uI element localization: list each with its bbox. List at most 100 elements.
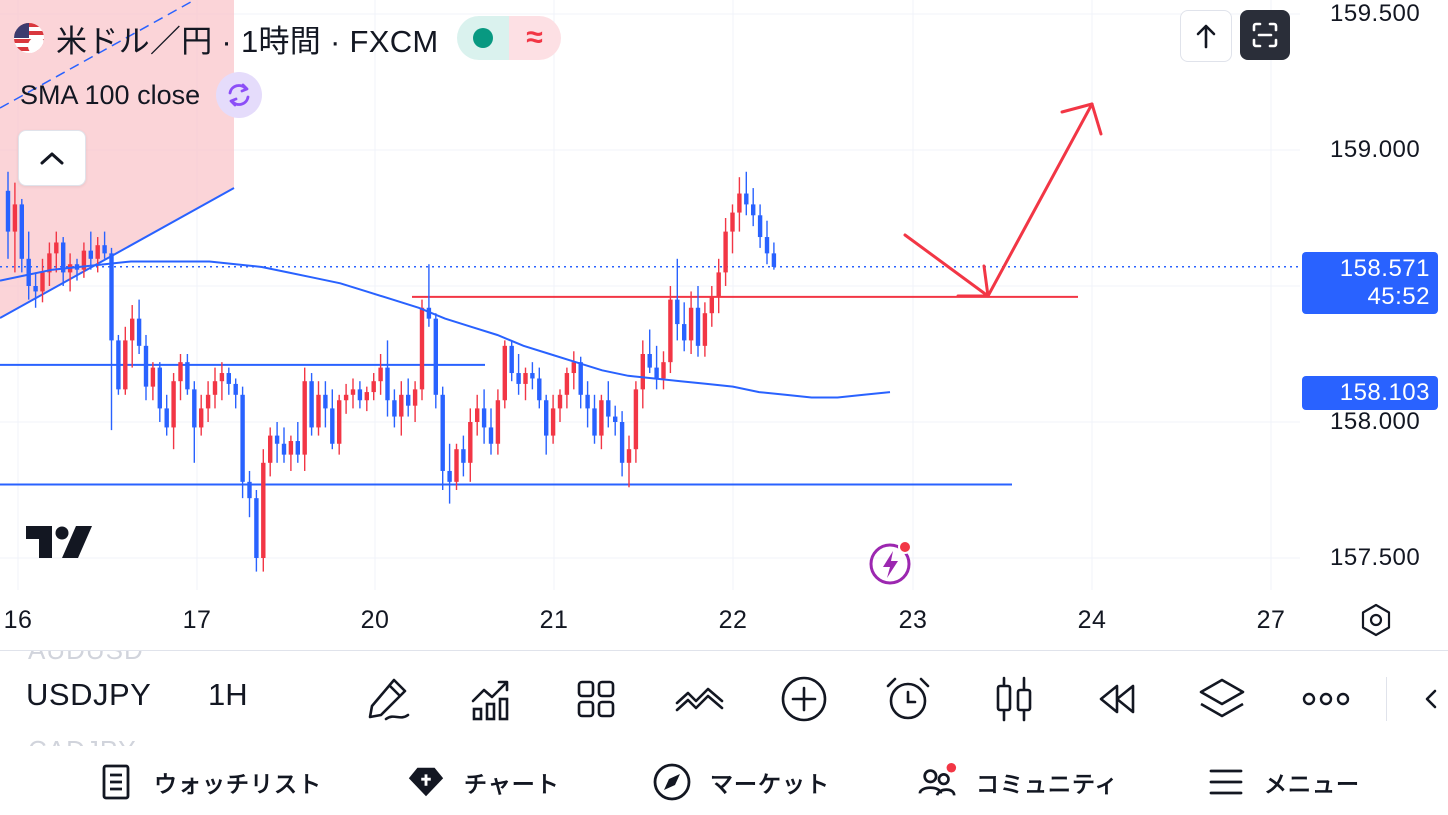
arrow-down-line: [903, 233, 990, 298]
candle-body: [109, 253, 114, 341]
indicator-legend[interactable]: SMA 100 close: [20, 72, 263, 118]
layers-icon: [1199, 678, 1245, 718]
candle-body: [716, 272, 721, 297]
indicator-label[interactable]: SMA 100 close: [20, 79, 201, 110]
symbol-button[interactable]: USDJPY: [26, 677, 152, 712]
indicators-button[interactable]: [466, 673, 518, 725]
candle-body: [516, 373, 521, 384]
candle-body: [33, 286, 38, 292]
candle-body: [730, 212, 735, 232]
candle-body: [544, 400, 549, 436]
compare-lines-icon: [675, 687, 724, 712]
flash-news-icon[interactable]: [866, 540, 916, 590]
candle-body: [392, 400, 397, 417]
scale-settings-icon[interactable]: [1356, 600, 1396, 640]
pen-icon: [368, 678, 410, 721]
add-button[interactable]: [778, 673, 830, 725]
candle-body: [12, 204, 18, 232]
candle-body: [433, 318, 438, 395]
scroll-to-realtime-button[interactable]: [1180, 10, 1232, 62]
price-chart[interactable]: [0, 0, 1448, 650]
candle-body: [302, 381, 307, 455]
arrow-up-line: [986, 102, 1094, 298]
delayed-data-indicator[interactable]: ≈: [508, 16, 561, 60]
candle-body: [323, 394, 328, 409]
candle-body: [585, 394, 590, 409]
candle-body: [550, 408, 556, 436]
approx-icon: ≈: [526, 21, 543, 54]
candle-body: [219, 373, 225, 382]
candle-body: [481, 408, 487, 428]
candle-body: [254, 498, 259, 558]
layers-button[interactable]: [1196, 673, 1248, 725]
nav-watchlist-label: ウォッチリスト: [154, 771, 322, 797]
chevron-left-icon: [1425, 689, 1437, 709]
indicator-settings-button[interactable]: [216, 72, 263, 118]
drawing-tools-button[interactable]: [362, 673, 414, 725]
chart-type-button[interactable]: [988, 673, 1040, 725]
collapse-legend-button[interactable]: [18, 130, 86, 186]
candle-body: [295, 441, 300, 455]
candles-icon: [996, 676, 1032, 722]
candle-body: [592, 408, 597, 436]
plus-circle-icon: [781, 676, 827, 722]
market-status-pill[interactable]: ≈: [456, 16, 561, 60]
candle-body: [40, 272, 45, 292]
compare-button[interactable]: [674, 673, 726, 725]
candle-body: [95, 245, 100, 259]
nav-menu-label: メニュー: [1264, 771, 1360, 797]
candle-body: [502, 345, 507, 401]
candle-body: [723, 231, 728, 273]
nav-watchlist[interactable]: ウォッチリスト: [96, 762, 322, 802]
candle-body: [130, 318, 135, 341]
candle-body: [640, 354, 645, 390]
expand-toolbar-button[interactable]: [1410, 673, 1448, 725]
nav-markets[interactable]: マーケット: [652, 762, 830, 802]
nav-chart[interactable]: チャート: [406, 762, 560, 802]
symbol-title[interactable]: 米ドル／円 · 1時間 · FXCM: [56, 23, 439, 59]
candle-body: [178, 362, 183, 382]
symbol-legend[interactable]: 米ドル／円 · 1時間 · FXCM ≈: [14, 16, 561, 60]
candle-body: [564, 373, 570, 395]
price-label-159500: 159.500: [1330, 0, 1421, 27]
candle-body: [661, 362, 666, 379]
rewind-icon: [1099, 684, 1135, 714]
candle-body: [509, 345, 514, 374]
candle-body: [488, 427, 494, 444]
bar-countdown: 45:52: [1367, 283, 1430, 310]
candle-body: [5, 190, 11, 232]
candle-body: [599, 400, 604, 436]
market-open-dot-icon: [472, 28, 493, 48]
fullscreen-button[interactable]: [1240, 10, 1290, 60]
candle-body: [495, 400, 501, 444]
indicators-icon: [471, 680, 509, 721]
candle-body: [123, 340, 128, 390]
toolbar-separator: [1386, 677, 1387, 721]
nav-community[interactable]: コミュニティ: [918, 762, 1119, 802]
candle-body: [19, 204, 24, 259]
alert-button[interactable]: [882, 673, 934, 725]
candle-body: [54, 242, 59, 254]
interval-button[interactable]: 1H: [208, 677, 248, 712]
arrow-up-head: [1060, 102, 1103, 136]
layouts-button[interactable]: [570, 673, 622, 725]
candle-body: [709, 296, 714, 314]
candle-body: [647, 354, 652, 368]
sma-100-line: [0, 260, 891, 399]
chart-area[interactable]: 米ドル／円 · 1時間 · FXCM ≈ SMA 100 close: [0, 0, 1448, 650]
drawings-layer: [0, 0, 1300, 486]
annotation-arrows: [903, 102, 1103, 298]
channel-upper-line: [0, 0, 196, 109]
candle-body: [81, 250, 87, 270]
candle-body: [695, 307, 701, 346]
more-button[interactable]: [1300, 673, 1352, 725]
candle-body: [316, 394, 321, 428]
market-open-indicator[interactable]: [456, 16, 509, 60]
candle-body: [205, 394, 211, 409]
nav-menu[interactable]: メニュー: [1206, 762, 1360, 802]
candle-body: [406, 394, 411, 406]
candle-body: [343, 394, 349, 401]
replay-button[interactable]: [1092, 673, 1144, 725]
candles-layer: [5, 171, 777, 572]
candle-body: [702, 313, 708, 346]
